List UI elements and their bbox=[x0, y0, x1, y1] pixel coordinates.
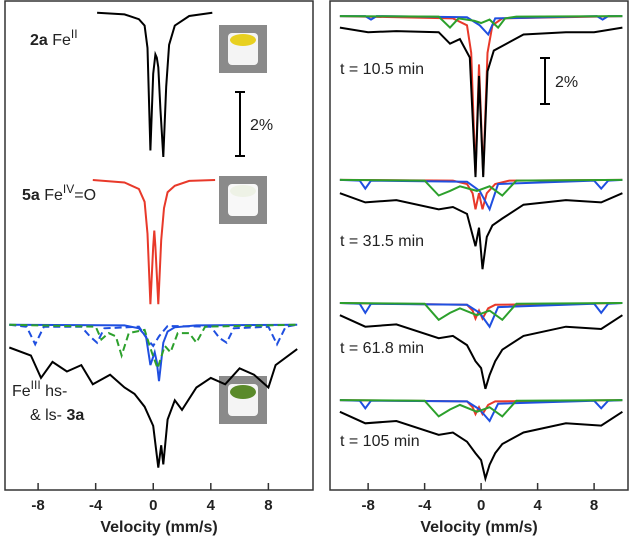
label-part: =O bbox=[74, 187, 96, 204]
spectrum-line bbox=[339, 192, 623, 270]
spectrum-label: t = 10.5 min bbox=[340, 61, 424, 78]
spectrum-line bbox=[339, 314, 623, 390]
label-part: hs- bbox=[41, 383, 68, 400]
spectrum-label: t = 31.5 min bbox=[340, 233, 424, 250]
label-part: 5a bbox=[22, 187, 40, 204]
scale-bar-label: 2% bbox=[250, 117, 273, 134]
spectrum-line bbox=[9, 323, 298, 382]
x-tick-label: 4 bbox=[207, 497, 216, 514]
spectrum-line bbox=[339, 15, 623, 30]
spectrum-line bbox=[9, 323, 298, 372]
x-axis-label: Velocity (mm/s) bbox=[420, 519, 537, 536]
spectrum-line bbox=[339, 302, 623, 322]
label-part: t = 10.5 min bbox=[340, 61, 424, 78]
vial-photo bbox=[219, 176, 267, 224]
label-part: t = 61.8 min bbox=[340, 340, 424, 357]
spectrum-line bbox=[9, 323, 298, 348]
spectrum-label: t = 105 min bbox=[340, 433, 420, 450]
spectrum-line bbox=[339, 15, 623, 37]
x-tick-label: 8 bbox=[264, 497, 272, 514]
x-tick-label: -4 bbox=[418, 497, 432, 514]
spectrum-line bbox=[339, 178, 623, 210]
spectrum-line bbox=[8, 346, 298, 468]
label-part: 3a bbox=[66, 407, 84, 424]
label-part: Fe bbox=[12, 383, 31, 400]
spectrum-label: 5a FeIV=O bbox=[22, 182, 96, 204]
scale-bar bbox=[235, 90, 245, 158]
x-tick-label: 0 bbox=[477, 497, 485, 514]
x-tick-label: -8 bbox=[31, 497, 44, 514]
spectrum-line bbox=[339, 410, 623, 483]
spectrum-line bbox=[339, 399, 623, 418]
spectrum-label: 2a FeII bbox=[30, 27, 78, 49]
label-part: & ls- bbox=[30, 407, 66, 424]
spectrum-line bbox=[97, 11, 213, 157]
spectrum-line bbox=[339, 399, 623, 423]
spectrum-line bbox=[339, 178, 623, 197]
vial-photo bbox=[219, 376, 267, 424]
label-part: IV bbox=[63, 182, 74, 196]
x-tick-label: 4 bbox=[533, 497, 542, 514]
vial-photo bbox=[219, 25, 267, 73]
spectrum-line bbox=[339, 302, 623, 329]
plot-frame bbox=[4, 0, 314, 491]
label-part: t = 105 min bbox=[340, 433, 420, 450]
spectrum-label: t = 61.8 min bbox=[340, 340, 424, 357]
label-part: 2a bbox=[30, 32, 48, 49]
x-tick-label: 8 bbox=[590, 497, 598, 514]
label-part: Fe bbox=[40, 187, 63, 204]
label-part: Fe bbox=[48, 32, 71, 49]
spectrum-line bbox=[339, 178, 623, 212]
x-tick-label: -4 bbox=[89, 497, 103, 514]
x-tick-label: -8 bbox=[361, 497, 374, 514]
label-part: t = 31.5 min bbox=[340, 233, 424, 250]
x-axis-label: Velocity (mm/s) bbox=[100, 519, 217, 536]
spectrum-line bbox=[92, 179, 216, 305]
plot-frame bbox=[329, 0, 629, 491]
scale-bar-label: 2% bbox=[555, 74, 578, 91]
scale-bar bbox=[540, 56, 550, 106]
spectrum-line bbox=[339, 15, 623, 175]
label-part: III bbox=[31, 378, 41, 392]
label-part: II bbox=[71, 27, 78, 41]
spectrum-label: & ls- 3a bbox=[30, 407, 84, 424]
x-tick-label: 0 bbox=[149, 497, 157, 514]
spectrum-label: FeIII hs- bbox=[12, 378, 67, 400]
spectrum-line bbox=[339, 26, 623, 178]
